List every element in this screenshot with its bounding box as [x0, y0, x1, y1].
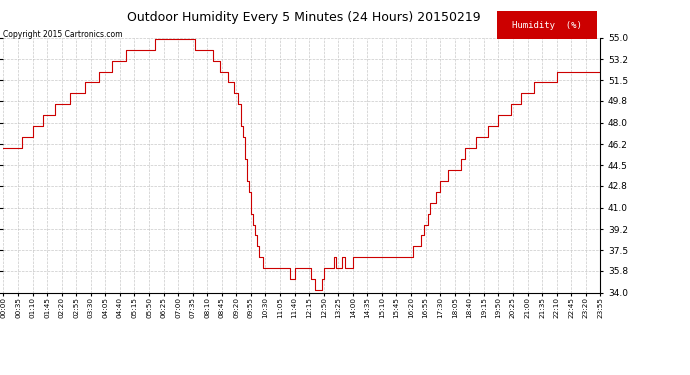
- Text: Humidity  (%): Humidity (%): [512, 21, 582, 30]
- Text: Outdoor Humidity Every 5 Minutes (24 Hours) 20150219: Outdoor Humidity Every 5 Minutes (24 Hou…: [127, 11, 480, 24]
- Text: Copyright 2015 Cartronics.com: Copyright 2015 Cartronics.com: [3, 30, 123, 39]
